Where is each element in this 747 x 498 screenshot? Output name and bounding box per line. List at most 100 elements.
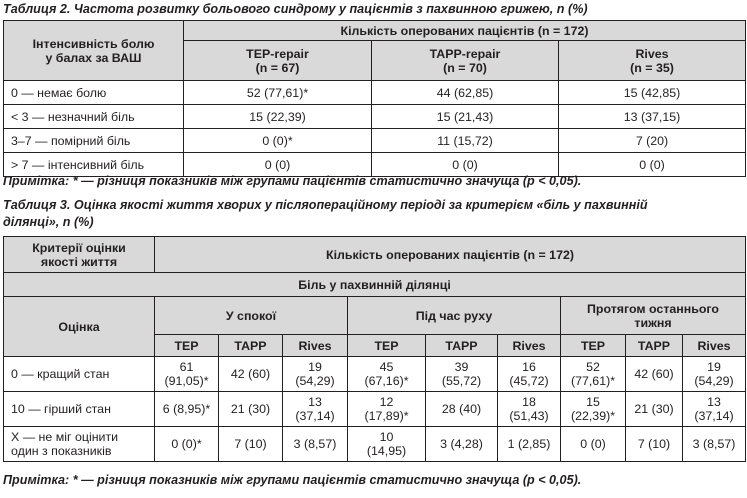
t3-cell-line: (91,05)* <box>164 374 209 388</box>
t3-method-header: TEP <box>347 334 426 357</box>
t3-cell-line: 16 <box>522 360 536 374</box>
t2-cell: 13 (37,15) <box>557 104 747 129</box>
t3-method-header: TEP <box>154 334 219 357</box>
t2-cell: 15 (21,43) <box>371 104 559 129</box>
t2-cell: 15 (42,85) <box>557 80 747 105</box>
t3-row-label-line: 10 — гірший стан <box>11 402 111 416</box>
t3-cell-line: (51,43) <box>509 409 549 423</box>
t2-row-header: Інтенсивність болю у балах за ВАШ <box>3 20 184 81</box>
t2-cell: 0 (0) <box>557 152 747 177</box>
t3-cell: 19 (54,29) <box>282 356 348 392</box>
table-row: Х — не міг оцінити один з показників 0 (0)… <box>3 426 747 462</box>
t3-method-header: TEP <box>560 334 626 357</box>
t2-cell: 44 (62,85) <box>371 80 559 105</box>
t3-cell: 0 (0)* <box>154 426 219 462</box>
t3-row-label: 10 — гірший стан <box>3 391 155 427</box>
t3-cell-line: 15 <box>586 395 600 409</box>
table3-caption-line1: Таблиця 3. Оцінка якості життя хворих у … <box>3 198 648 212</box>
t3-cell: 19 (54,29) <box>681 356 747 392</box>
t3-method-header: TAPP <box>425 334 498 357</box>
t3-method-header: TAPP <box>218 334 283 357</box>
table-row: 0 — кращий стан 61 (91,05)* 42 (60) 19 (54,29… <box>3 356 747 392</box>
t3-cell-line: (54,29) <box>295 374 335 388</box>
t2-col-rives-name: Rives <box>635 46 669 61</box>
table2: Інтенсивність болю у балах за ВАШ Кількі… <box>3 20 747 177</box>
t3-cell-line: (37,14) <box>694 409 734 423</box>
t2-row-label: > 7 — інтенсивний біль <box>3 152 184 177</box>
t3-cell: 45 (67,16)* <box>347 356 426 392</box>
t3-cell: 42 (60) <box>218 356 283 392</box>
t3-body: 0 — кращий стан 61 (91,05)* 42 (60) 19 (54,29… <box>3 356 747 462</box>
t3-cell-line: 6 (8,95)* <box>162 402 211 416</box>
t3-cell-line: 13 <box>707 395 721 409</box>
t3-method-header: Rives <box>282 334 348 357</box>
t3-criteria-header: Критерії оцінки якості життя <box>3 236 155 273</box>
t3-cell-line: 3 (4,28) <box>440 437 483 451</box>
t2-col-tep: TEP-repair (n = 67) <box>183 40 372 81</box>
t3-row-label: 0 — кращий стан <box>3 356 155 392</box>
t3-cell-line: (55,72) <box>441 374 482 388</box>
t3-cell: 39 (55,72) <box>425 356 498 392</box>
t3-cell: 13 (37,14) <box>681 391 747 427</box>
t2-col-tep-n: (n = 67) <box>255 60 300 75</box>
t3-cell-line: 19 <box>308 360 322 374</box>
t3-method-header: Rives <box>681 334 747 357</box>
t3-cell-line: 3 (8,57) <box>692 437 736 451</box>
t3-cell: 6 (8,95)* <box>154 391 219 427</box>
t3-cell-line: (14,95) <box>366 444 407 458</box>
t3-cell: 18 (51,43) <box>497 391 561 427</box>
t3-cell: 61 (91,05)* <box>154 356 219 392</box>
t3-cell: 12 (17,89)* <box>347 391 426 427</box>
t2-group-header: Кількість оперованих пацієнтів (n = 172) <box>182 20 747 41</box>
table-row: 10 — гірший стан 6 (8,95)* 21 (30) 13 (37,14… <box>3 391 747 427</box>
t2-cell: 11 (15,72) <box>371 128 559 153</box>
t3-cell-line: (22,39)* <box>570 409 616 423</box>
t3-cell-line: 7 (10) <box>234 437 267 451</box>
t3-criteria-line1: Критерії оцінки <box>32 240 126 255</box>
table-row: < 3 — незначний біль 15 (22,39) 15 (21,4… <box>3 104 747 129</box>
t3-cell-line: 21 (30) <box>634 402 674 416</box>
t3-cell-line: (54,29) <box>694 374 734 388</box>
t2-cell: 0 (0)* <box>183 128 372 153</box>
t3-period-week-line1: Протягом останнього <box>586 301 720 316</box>
t2-row-label: 0 — немає болю <box>3 80 184 105</box>
t2-cell: 52 (77,61)* <box>183 80 372 105</box>
t2-col-rives-n: (n = 35) <box>630 60 674 75</box>
table3-caption-line2: ділянці», n (%) <box>3 215 94 229</box>
table3: Критерії оцінки якості життя Кількість о… <box>2 236 747 462</box>
t3-cell-line: 13 <box>308 395 322 409</box>
t2-cell: 15 (22,39) <box>183 104 372 129</box>
t3-method-header: TAPP <box>625 334 683 357</box>
t2-col-tapp-n: (n = 70) <box>443 60 487 75</box>
t3-method-header: Rives <box>497 334 561 357</box>
t3-subgroup-header: Біль у пахвинній ділянці <box>2 272 747 297</box>
t3-cell-line: (37,14) <box>295 409 335 423</box>
t3-period-motion: Під час руху <box>347 296 561 335</box>
t3-cell-line: (17,89)* <box>364 409 409 423</box>
t3-cell-line: 52 <box>586 360 600 374</box>
t3-cell: 21 (30) <box>625 391 683 427</box>
t3-cell: 10 (14,95) <box>347 426 426 462</box>
t3-cell-line: 0 (0)* <box>171 437 202 451</box>
t3-score-header: Оцінка <box>3 296 155 357</box>
t3-cell-line: 19 <box>707 360 721 374</box>
t3-cell: 0 (0) <box>560 426 626 462</box>
t2-row-header-line2: у балах за ВАШ <box>45 50 142 65</box>
t3-cell-line: 61 <box>179 360 194 374</box>
t3-cell-line: 21 (30) <box>230 402 271 416</box>
t2-col-tapp: TAPP-repair (n = 70) <box>371 40 559 81</box>
t2-cell: 7 (20) <box>557 128 747 153</box>
t3-cell-line: 42 (60) <box>230 367 271 381</box>
t3-cell-line: (67,16)* <box>364 374 409 388</box>
t3-cell-line: 3 (8,57) <box>293 437 337 451</box>
t2-row-label: 3–7 — помірний біль <box>3 128 184 153</box>
t3-cell: 52 (77,61)* <box>560 356 626 392</box>
t3-cell-line: (77,61)* <box>570 374 616 388</box>
t3-cell: 16 (45,72) <box>497 356 561 392</box>
table-row: > 7 — інтенсивний біль 0 (0) 0 (0) 0 (0) <box>3 152 747 177</box>
table-row: 0 — немає болю 52 (77,61)* 44 (62,85) 15… <box>3 80 747 105</box>
t2-row-label: < 3 — незначний біль <box>3 104 184 129</box>
t3-cell: 28 (40) <box>425 391 498 427</box>
table2-caption: Таблиця 2. Частота розвитку больового си… <box>3 2 588 16</box>
t3-cell-line: 1 (2,85) <box>507 437 551 451</box>
